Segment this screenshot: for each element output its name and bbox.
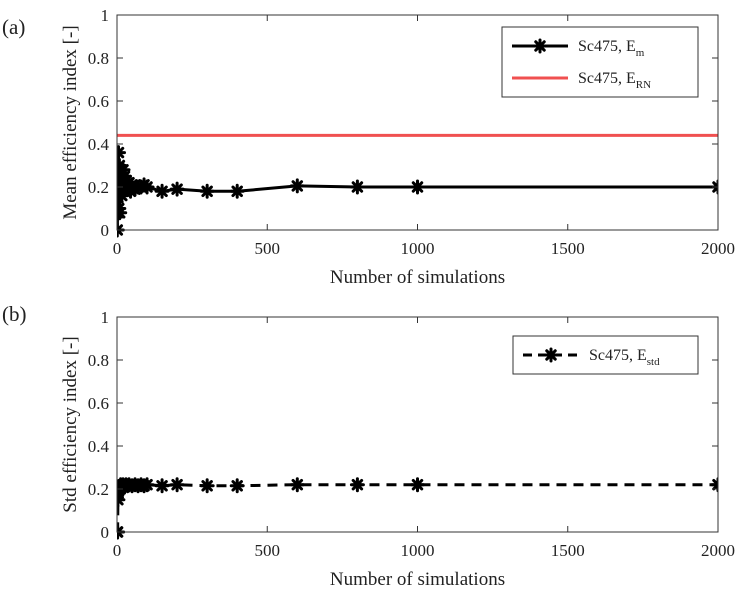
data-point — [117, 205, 128, 221]
legend: Sc475, Em Sc475, ERN — [501, 26, 699, 98]
marker-stroke — [156, 185, 168, 198]
y-tick-label: 1 — [101, 6, 110, 25]
y-tick-label: 1 — [101, 308, 110, 327]
y-tick-label: 0.6 — [88, 92, 109, 111]
data-point — [169, 181, 185, 197]
marker-stroke — [201, 185, 213, 198]
x-tick-label: 1500 — [551, 541, 585, 560]
marker-stroke — [411, 181, 424, 193]
data-point — [349, 477, 365, 493]
legend-label-subscript: m — [636, 47, 645, 59]
x-tick-label: 500 — [255, 239, 281, 258]
data-point — [410, 477, 425, 493]
legend: Sc475, Estd — [512, 335, 699, 375]
marker-stroke — [141, 478, 153, 491]
marker-stroke — [351, 181, 364, 193]
series-0 — [117, 145, 718, 238]
x-tick-label: 500 — [255, 541, 281, 560]
legend-label-subscript: RN — [636, 79, 651, 91]
data-point — [154, 478, 170, 494]
legend-label-subscript: std — [647, 356, 660, 368]
y-tick-label: 0.8 — [88, 49, 109, 68]
data-point — [710, 477, 718, 493]
marker-stroke — [534, 40, 546, 52]
y-tick-label: 0.8 — [88, 351, 109, 370]
y-tick-label: 0.4 — [88, 437, 110, 456]
legend-box — [512, 335, 699, 375]
data-point — [289, 477, 305, 493]
marker-stroke — [712, 184, 718, 193]
data-point — [410, 179, 425, 195]
marker-stroke — [712, 482, 718, 491]
legend-marker — [543, 347, 559, 363]
marker-stroke — [156, 480, 168, 492]
x-tick-label: 0 — [113, 541, 122, 560]
data-point — [154, 183, 170, 199]
legend-entry-1: Sc475, ERN — [512, 70, 651, 91]
data-point — [229, 183, 245, 199]
data-point — [229, 478, 245, 494]
legend-label: Sc475, ERN — [578, 70, 651, 91]
marker-stroke — [291, 478, 304, 491]
marker-stroke — [171, 183, 183, 195]
marker-stroke — [231, 480, 243, 492]
data-point — [169, 477, 185, 493]
data-point — [139, 477, 155, 493]
marker-stroke — [171, 478, 183, 491]
y-tick-label: 0 — [101, 523, 110, 542]
y-tick-label: 0.2 — [88, 178, 109, 197]
marker-stroke — [545, 349, 557, 361]
legend-entry-0: Sc475, Em — [512, 38, 645, 59]
y-axis-label: Std efficiency index [-] — [60, 336, 81, 512]
legend-label: Sc475, Estd — [589, 347, 660, 368]
panel-b: (b) 0 500 1000 1500 2000 0 0.2 0.4 0.6 0.8 1 Number … — [2, 302, 735, 589]
panel-label: (a) — [2, 15, 25, 39]
x-axis-label: Number of simulations — [330, 569, 505, 589]
marker-stroke — [141, 181, 153, 193]
x-tick-label: 1500 — [551, 239, 585, 258]
legend-label: Sc475, Em — [578, 38, 645, 59]
y-tick-label: 0.2 — [88, 480, 109, 499]
marker-stroke — [351, 478, 364, 491]
marker-stroke — [117, 207, 126, 218]
y-tick-label: 0 — [101, 221, 110, 240]
panel-a: (a) 0 500 1000 1500 2000 0 0.2 0.4 0.6 0.8 1 Number … — [2, 6, 735, 288]
data-point — [289, 178, 305, 194]
y-axis-label: Mean efficiency index [-] — [60, 25, 81, 219]
marker-stroke — [201, 480, 213, 492]
marker-stroke — [712, 181, 718, 190]
data-point — [199, 478, 215, 494]
legend-entry-0: Sc475, Estd — [523, 347, 660, 368]
data-point — [349, 179, 365, 195]
marker-stroke — [231, 185, 243, 198]
marker-stroke — [411, 478, 424, 491]
x-tick-label: 2000 — [701, 541, 735, 560]
data-point — [139, 179, 155, 195]
x-tick-label: 1000 — [401, 239, 435, 258]
x-tick-label: 2000 — [701, 239, 735, 258]
panel-label: (b) — [2, 302, 27, 326]
legend-box — [501, 26, 699, 98]
legend-marker — [532, 38, 548, 54]
marker-stroke — [117, 146, 125, 157]
data-point — [117, 145, 127, 161]
marker-stroke — [291, 180, 304, 192]
data-point — [199, 183, 215, 199]
y-tick-label: 0.4 — [88, 135, 110, 154]
x-axis-label: Number of simulations — [330, 267, 505, 288]
x-tick-label: 0 — [113, 239, 122, 258]
x-tick-label: 1000 — [401, 541, 435, 560]
marker-stroke — [712, 478, 718, 487]
y-tick-label: 0.6 — [88, 394, 109, 413]
